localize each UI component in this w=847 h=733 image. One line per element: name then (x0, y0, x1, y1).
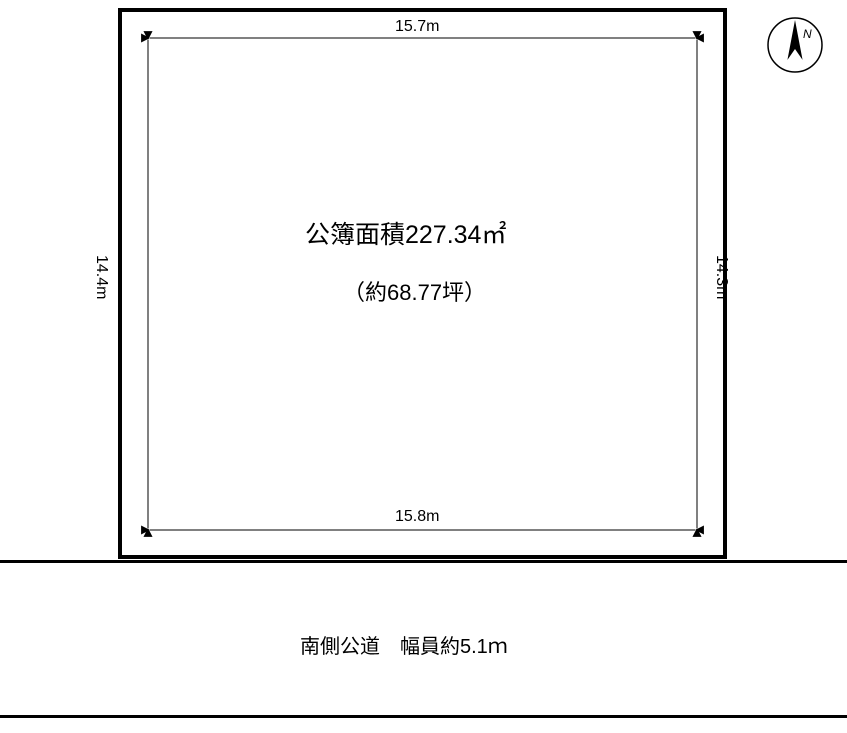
road-label: 南側公道 幅員約5.1ｍ (300, 630, 508, 659)
plot-diagram: 15.7m 15.8m 14.4m 14.3m 公簿面積227.34㎡ （約68… (0, 0, 847, 733)
dim-top-label: 15.7m (395, 18, 439, 36)
dim-right-label: 14.3m (712, 255, 730, 299)
dim-bottom-label: 15.8m (395, 508, 439, 526)
road-bottom-line (0, 715, 847, 718)
compass-n-label: N (803, 27, 812, 41)
area-text-line1: 公簿面積227.34㎡ (305, 215, 506, 251)
road-top-line (0, 560, 847, 563)
plot-outline (0, 0, 847, 733)
dim-left-label: 14.4m (92, 255, 110, 299)
area-text-line2: （約68.77坪） (343, 275, 486, 307)
